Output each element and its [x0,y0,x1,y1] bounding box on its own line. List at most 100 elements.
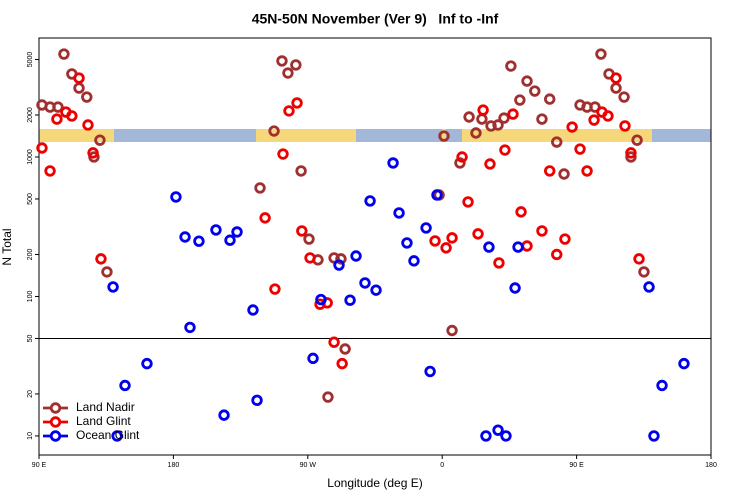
data-point [633,253,645,265]
data-point [44,165,56,177]
data-point [322,391,334,403]
data-point [648,430,660,442]
data-point [247,304,259,316]
data-point [462,196,474,208]
data-point [431,189,443,201]
data-point [456,151,468,163]
data-point [472,228,484,240]
y-tick-label: 100 [27,291,34,303]
data-point [170,191,182,203]
data-point [291,97,303,109]
data-point [521,75,533,87]
legend-marker [49,430,62,442]
data-point [551,248,563,261]
data-point [515,206,527,218]
data-point [529,85,541,97]
data-point [141,357,153,370]
data-point [307,352,319,365]
data-point [438,130,450,142]
data-point [193,235,205,247]
data-point [333,259,345,271]
data-point [82,119,94,131]
data-point [440,242,452,254]
data-point [224,234,236,246]
y-tick-label: 5000 [27,52,34,68]
data-point [36,142,48,154]
data-point [610,82,622,94]
data-point [95,253,107,265]
data-point [328,336,340,348]
legend-label: Land Nadir [76,400,135,414]
data-point [643,281,655,293]
data-point [498,112,510,124]
x-axis-label: Longitude (deg E) [327,476,422,490]
data-point [480,430,492,442]
y-tick-label: 200 [27,249,34,261]
data-point [184,321,196,334]
data-point [101,266,113,278]
data-point [446,232,458,244]
data-point [401,237,413,249]
data-point [58,48,70,60]
data-point [544,165,556,177]
data-point [484,158,496,170]
data-point [94,134,106,146]
data-point [277,148,289,160]
data-point [107,281,119,293]
data-point [408,255,420,267]
data-point [350,250,362,262]
data-point [536,225,548,237]
data-point [344,294,356,306]
y-tick-label: 1000 [27,149,34,165]
data-point [393,207,405,219]
y-tick-label: 50 [27,334,34,342]
data-point [512,241,524,253]
y-tick-label: 2000 [27,107,34,123]
data-point [268,125,280,137]
data-point [618,91,630,103]
data-point [295,165,307,177]
data-point [551,136,563,148]
data-point [429,235,441,247]
data-point [87,147,99,159]
data-point [276,55,288,67]
data-point [544,93,556,105]
data-point [625,147,637,159]
data-point [303,233,315,245]
data-point [420,222,432,234]
legend-marker [49,402,62,414]
y-tick-label: 20 [27,390,34,398]
x-tick-label: 0 [440,462,444,469]
data-point [536,113,548,125]
data-point [595,48,607,60]
data-point [656,379,668,392]
data-point [364,195,376,207]
data-point [619,120,631,132]
data-point [296,225,308,237]
data-point [52,101,64,113]
data-point [476,113,488,125]
data-point [335,253,347,265]
data-point [492,119,504,131]
data-point [485,120,497,132]
data-point [499,144,511,156]
data-point [370,284,382,296]
y-tick-label: 500 [27,193,34,205]
data-point [218,409,230,421]
y-axis-label: N Total [0,228,14,265]
data-point [283,105,295,117]
data-point [424,365,436,378]
data-point [493,257,505,269]
data-point [477,104,489,116]
data-point [179,231,191,243]
data-point [509,282,521,294]
data-point [574,143,586,155]
data-point [631,134,643,146]
data-point [339,343,351,355]
x-tick-label: 90 E [569,462,584,469]
data-point [566,121,578,133]
plot-frame [38,37,712,456]
data-point [73,72,85,84]
data-point [507,108,519,120]
